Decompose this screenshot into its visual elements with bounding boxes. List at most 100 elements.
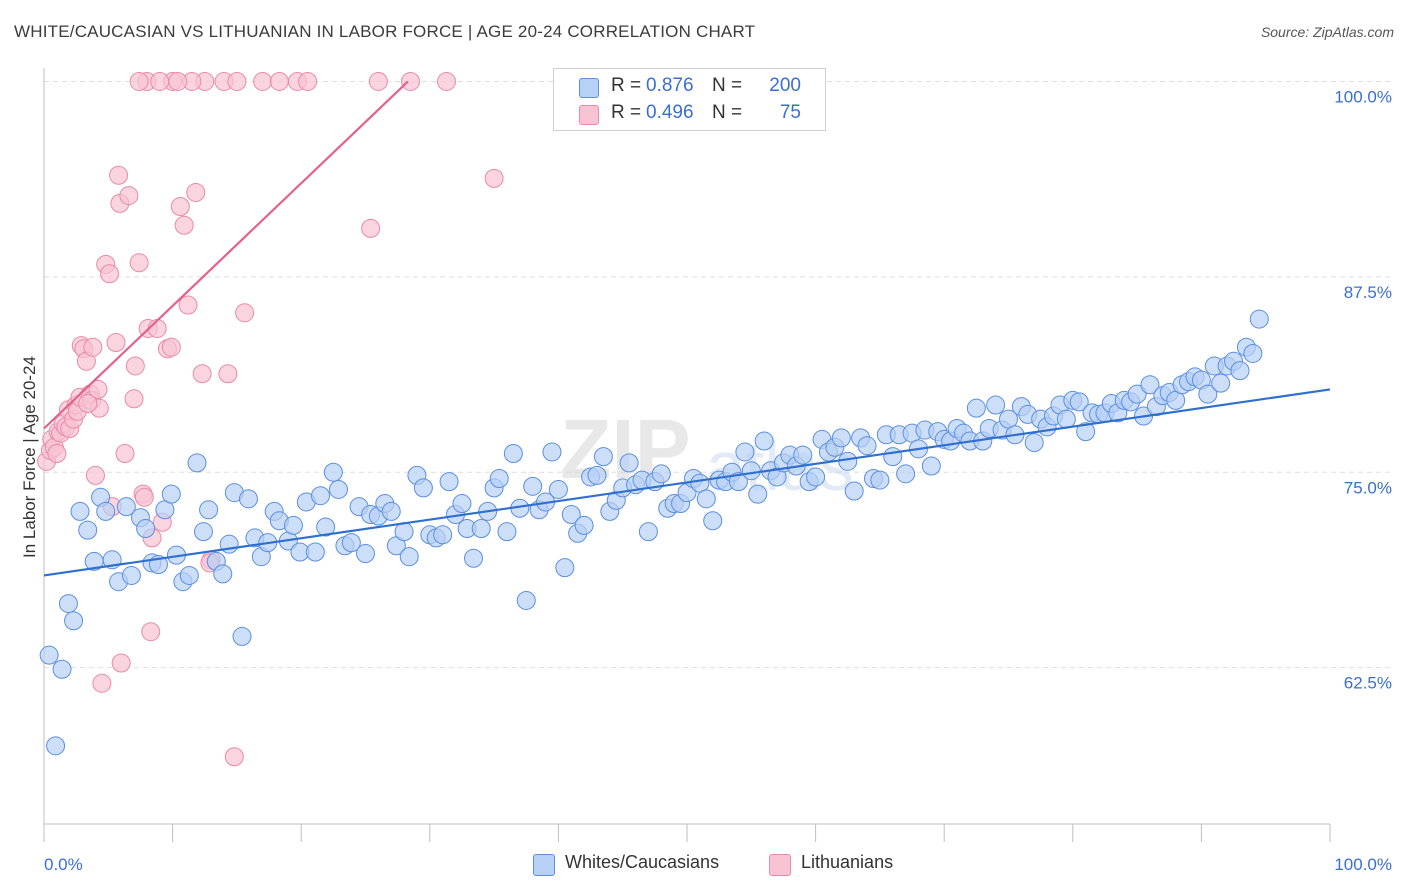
data-point	[542, 442, 562, 462]
data-point	[310, 486, 330, 506]
data-point	[1249, 309, 1269, 329]
data-point	[516, 590, 536, 610]
data-point	[58, 594, 78, 614]
data-point	[587, 465, 607, 485]
data-point	[178, 295, 198, 315]
data-point	[1230, 361, 1250, 381]
data-point	[298, 71, 318, 91]
data-point	[119, 186, 139, 206]
data-point	[437, 71, 457, 91]
data-point	[125, 356, 145, 376]
legend-n-label: N =	[712, 102, 743, 123]
legend-label-whites: Whites/Caucasians	[565, 852, 720, 872]
data-point	[111, 653, 131, 673]
data-point	[213, 564, 233, 584]
data-point	[921, 456, 941, 476]
data-point	[399, 547, 419, 567]
data-point	[754, 431, 774, 451]
legend-swatch-pink	[769, 854, 791, 876]
y-tick-label: 87.5%	[1344, 283, 1392, 302]
data-point	[328, 479, 348, 499]
data-point	[341, 533, 361, 553]
x-tick-label: 100.0%	[1334, 855, 1392, 874]
data-point	[129, 71, 149, 91]
data-point	[1127, 384, 1147, 404]
data-point	[116, 497, 136, 517]
data-point	[831, 428, 851, 448]
data-point	[1140, 375, 1160, 395]
data-point	[896, 464, 916, 484]
data-point	[555, 558, 575, 578]
data-point	[574, 515, 594, 535]
x-tick-label: 0.0%	[44, 855, 83, 874]
data-point	[187, 453, 207, 473]
data-point	[593, 447, 613, 467]
data-point	[161, 337, 181, 357]
data-point	[1076, 422, 1096, 442]
data-point	[1069, 392, 1089, 412]
data-point	[192, 364, 212, 384]
data-point	[464, 548, 484, 568]
data-point	[199, 500, 219, 520]
trend-line	[43, 80, 409, 430]
data-point	[109, 165, 129, 185]
data-point	[619, 453, 639, 473]
legend-swatch-pink	[579, 105, 599, 125]
data-point	[316, 517, 336, 537]
data-point	[844, 481, 864, 501]
chart-title: WHITE/CAUCASIAN VS LITHUANIAN IN LABOR F…	[14, 22, 756, 41]
legend-label-lithuanians: Lithuanians	[801, 852, 894, 872]
data-point	[471, 519, 491, 539]
data-point	[1056, 409, 1076, 429]
data-point	[728, 472, 748, 492]
data-point	[489, 469, 509, 489]
y-tick-label: 62.5%	[1344, 674, 1392, 693]
data-point	[986, 395, 1006, 415]
data-point	[170, 197, 190, 217]
data-point	[232, 626, 252, 646]
data-point	[147, 318, 167, 338]
data-point	[100, 264, 120, 284]
data-point	[1211, 373, 1231, 393]
legend-r-value: 0.876	[646, 75, 694, 96]
data-point	[638, 522, 658, 542]
data-point	[179, 565, 199, 585]
data-point	[381, 501, 401, 521]
data-point	[174, 215, 194, 235]
data-point	[39, 645, 59, 665]
data-point	[121, 565, 141, 585]
data-point	[1024, 433, 1044, 453]
data-point	[88, 379, 108, 399]
trend-lines	[43, 80, 1331, 577]
legend-r-label: R =	[611, 102, 642, 123]
source-label: Source: ZipAtlas.com	[1260, 24, 1394, 40]
data-point	[793, 445, 813, 465]
data-point	[96, 501, 116, 521]
data-point	[548, 479, 568, 499]
data-point	[129, 253, 149, 273]
data-point	[870, 470, 890, 490]
data-point	[368, 71, 388, 91]
legend-n-value: 200	[769, 75, 801, 96]
data-point	[168, 71, 188, 91]
data-point	[401, 71, 421, 91]
data-point	[92, 673, 112, 693]
data-point	[323, 462, 343, 482]
legend-r-label: R =	[611, 75, 642, 96]
data-point	[115, 444, 135, 464]
data-point	[413, 478, 433, 498]
data-point	[966, 398, 986, 418]
trend-line	[43, 388, 1331, 577]
data-point	[136, 519, 156, 539]
legend-n-label: N =	[712, 75, 743, 96]
series-lithuanians	[37, 71, 504, 767]
data-point	[1198, 384, 1218, 404]
data-point	[452, 494, 472, 514]
data-point	[85, 465, 105, 485]
tick-labels: 100.0% 87.5% 75.0% 62.5% 0.0% 100.0%	[44, 87, 1392, 874]
series-legend: Whites/Caucasians Lithuanians	[0, 852, 1406, 876]
data-point	[503, 444, 523, 464]
data-point	[857, 436, 877, 456]
data-point	[193, 522, 213, 542]
